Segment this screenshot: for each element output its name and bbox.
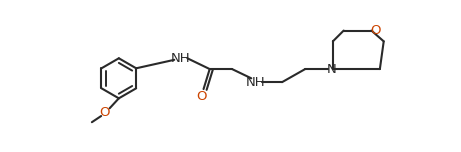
- Text: O: O: [197, 90, 207, 103]
- Text: N: N: [326, 63, 336, 76]
- Text: NH: NH: [245, 76, 265, 89]
- Text: O: O: [370, 24, 380, 37]
- Text: O: O: [100, 106, 110, 119]
- Text: NH: NH: [171, 52, 190, 65]
